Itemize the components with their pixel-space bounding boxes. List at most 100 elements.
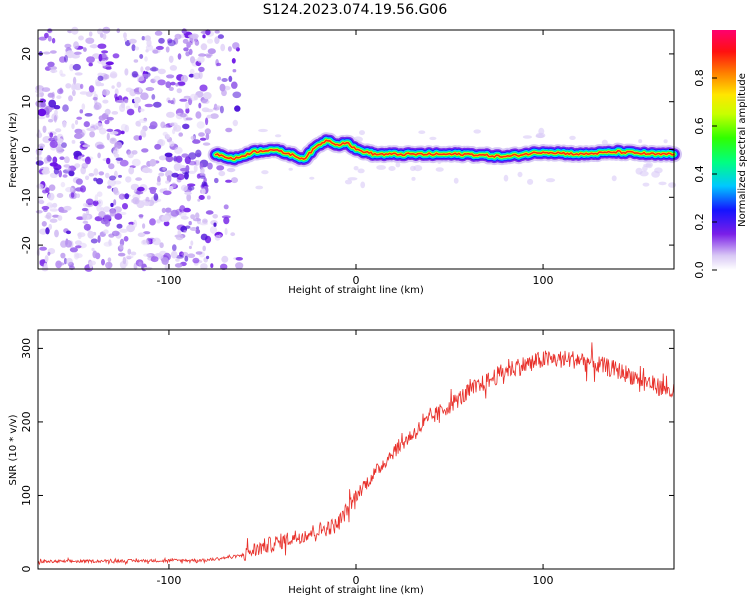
snr-y-axis-label: SNR (10 * v/v) — [8, 414, 19, 485]
noise-speckle — [154, 143, 162, 150]
noise-speckle — [101, 50, 109, 54]
heatmap-signal-track — [207, 132, 682, 168]
noise-speckle — [179, 113, 187, 118]
noise-speckle — [107, 178, 117, 187]
noise-speckle — [40, 101, 46, 108]
snr-y-ticks: 300 200 100 0 — [20, 338, 674, 573]
noise-speckle — [111, 85, 115, 89]
noise-speckle — [199, 84, 208, 92]
noise-speckle — [82, 144, 91, 148]
noise-speckle — [115, 99, 125, 103]
x-tick-label: 100 — [533, 574, 554, 587]
noise-speckle — [141, 36, 145, 41]
noise-speckle — [54, 229, 59, 238]
noise-speckle — [83, 47, 87, 52]
noise-speckle — [205, 210, 214, 215]
noise-speckle — [203, 92, 212, 100]
noise-speckle — [179, 211, 187, 218]
noise-speckle — [376, 165, 386, 170]
noise-speckle — [196, 159, 200, 166]
noise-speckle — [98, 171, 105, 176]
noise-speckle — [149, 158, 157, 167]
noise-speckle — [114, 88, 119, 96]
noise-speckle — [103, 206, 111, 213]
noise-speckle — [88, 31, 93, 37]
noise-speckle — [99, 32, 104, 38]
noise-speckle — [53, 115, 58, 123]
noise-speckle — [47, 192, 55, 201]
noise-speckle — [69, 63, 75, 72]
noise-speckle — [134, 46, 140, 51]
noise-speckle — [198, 102, 202, 109]
noise-speckle — [174, 146, 183, 154]
noise-speckle — [96, 204, 102, 212]
noise-speckle — [37, 108, 47, 117]
noise-speckle — [153, 193, 159, 201]
noise-speckle — [105, 261, 113, 269]
noise-speckle — [55, 128, 62, 133]
noise-speckle — [173, 124, 182, 132]
x-tick-label: 100 — [533, 274, 554, 287]
noise-speckle — [199, 222, 209, 226]
noise-speckle — [109, 73, 117, 78]
x-tick-label: 0 — [353, 274, 360, 287]
noise-speckle — [186, 41, 192, 46]
noise-speckle — [183, 229, 187, 233]
noise-speckle — [65, 186, 74, 193]
noise-speckle — [188, 160, 197, 166]
y-tick-label: 10 — [20, 95, 33, 109]
noise-speckle — [214, 105, 222, 109]
noise-speckle — [165, 46, 170, 53]
noise-speckle — [118, 252, 126, 257]
noise-speckle — [177, 229, 182, 236]
noise-speckle — [221, 215, 231, 219]
colorbar-tick-label: 0.2 — [693, 213, 706, 231]
noise-speckle — [165, 170, 174, 178]
noise-speckle — [221, 78, 228, 82]
noise-speckle — [64, 156, 70, 164]
noise-speckle — [344, 179, 353, 185]
noise-speckle — [168, 55, 174, 63]
noise-speckle — [64, 55, 68, 63]
noise-speckle — [176, 88, 182, 94]
noise-speckle — [347, 177, 358, 181]
noise-speckle — [206, 255, 210, 260]
noise-speckle — [166, 74, 175, 79]
noise-speckle — [97, 152, 101, 159]
noise-speckle — [145, 66, 151, 71]
noise-speckle — [188, 48, 193, 56]
noise-speckle — [72, 63, 81, 71]
noise-speckle — [167, 100, 171, 104]
noise-speckle — [115, 157, 124, 161]
noise-speckle — [231, 177, 238, 184]
noise-speckle — [184, 191, 192, 195]
noise-speckle — [611, 175, 617, 182]
noise-speckle — [48, 223, 52, 230]
noise-speckle — [116, 81, 122, 88]
noise-speckle — [47, 35, 52, 42]
noise-speckle — [60, 252, 66, 259]
noise-speckle — [65, 257, 73, 265]
noise-speckle — [80, 185, 86, 193]
noise-speckle — [167, 39, 176, 47]
noise-speckle — [135, 177, 143, 181]
noise-speckle — [66, 230, 71, 235]
noise-speckle — [151, 94, 156, 100]
noise-speckle — [668, 182, 677, 188]
noise-speckle — [53, 105, 61, 110]
noise-speckle — [156, 181, 161, 186]
snr-line-path — [37, 342, 675, 566]
noise-speckle — [158, 37, 165, 44]
heatmap-x-axis-label: Height of straight line (km) — [288, 285, 424, 296]
noise-speckle — [206, 114, 212, 119]
noise-speckle — [158, 172, 165, 177]
noise-speckle — [84, 113, 93, 117]
noise-speckle — [81, 162, 88, 169]
noise-speckle — [232, 119, 238, 127]
noise-speckle — [127, 150, 135, 159]
noise-speckle — [216, 62, 222, 67]
noise-speckle — [195, 212, 200, 219]
noise-speckle — [78, 35, 84, 41]
noise-speckle — [195, 251, 203, 255]
noise-speckle — [35, 156, 43, 161]
